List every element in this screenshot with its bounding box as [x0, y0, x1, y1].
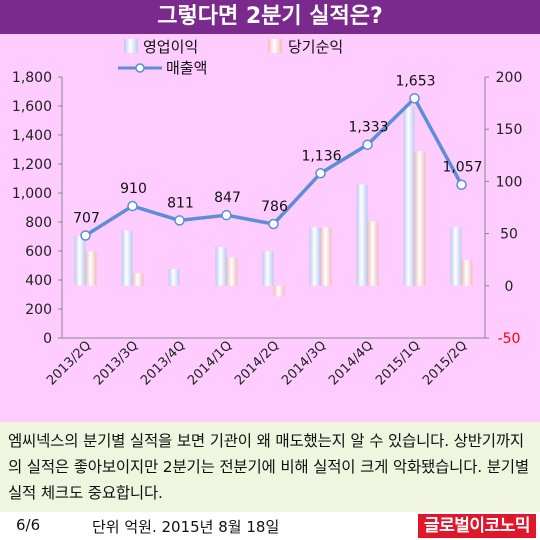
legend-swatch-operating-profit	[124, 39, 138, 53]
x-tick-label: 2015/2Q	[420, 338, 470, 388]
x-tick-label: 2014/3Q	[279, 338, 329, 388]
right-tick-label: 100	[496, 174, 523, 190]
bar-operating-profit	[168, 269, 180, 286]
sales-point	[268, 218, 279, 230]
unit-and-date: 단위 억원. 2015년 8월 18일	[92, 518, 280, 536]
right-tick-label: 200	[496, 70, 523, 86]
sales-data-label: 1,333	[348, 120, 388, 136]
bar-operating-profit	[403, 107, 415, 286]
sales-data-label: 1,057	[442, 160, 482, 176]
brand-logo: 글로벌이코노믹	[418, 514, 536, 538]
left-tick-label: 1,600	[12, 99, 52, 115]
left-tick-label: 400	[25, 273, 52, 289]
right-tick-label: 150	[496, 122, 523, 138]
combo-chart: 0 200 400 600 800 1,000 1,200 1,400 1,600 1,800 -5…	[12, 38, 523, 388]
left-tick-label: 1,000	[12, 186, 52, 202]
sales-point	[409, 93, 420, 104]
left-tick-label: 600	[25, 244, 52, 260]
x-tick-label: 2014/1Q	[185, 338, 235, 388]
bar-operating-profit	[262, 251, 274, 286]
page-title: 그렇다면 2분기 실적은?	[0, 0, 540, 34]
bar-operating-profit	[215, 247, 227, 286]
bar-net-income	[461, 259, 473, 286]
sales-point	[456, 179, 467, 190]
x-tick-label: 2013/4Q	[138, 338, 188, 388]
sales-data-label: 707	[73, 210, 100, 226]
sales-data-label: 811	[167, 195, 194, 211]
sales-point	[80, 230, 91, 241]
footer: 6/6 단위 억원. 2015년 8월 18일 글로벌이코노믹	[0, 512, 540, 540]
left-tick-label: 1,200	[12, 157, 52, 173]
bar-operating-profit	[121, 230, 133, 286]
x-tick-label: 2013/3Q	[91, 338, 141, 388]
bar-operating-profit	[450, 227, 462, 286]
left-tick-label: 1,800	[12, 70, 52, 86]
bar-net-income	[320, 227, 332, 286]
right-tick-label: 0	[505, 279, 514, 295]
sales-point	[127, 200, 138, 212]
bar-net-income	[273, 285, 285, 297]
x-tick-label: 2014/4Q	[326, 338, 376, 388]
sales-data-label: 1,653	[395, 73, 435, 89]
legend-label-sales: 매출액	[166, 59, 207, 77]
bar-net-income	[414, 151, 426, 286]
x-tick-label: 2014/2Q	[232, 338, 282, 388]
left-tick-label: 1,400	[12, 128, 52, 144]
bar-operating-profit	[74, 235, 86, 286]
bar-operating-profit	[356, 184, 368, 286]
bar-net-income	[367, 221, 379, 286]
right-tick-label: 50	[500, 227, 518, 243]
caption-text: 엠씨넥스의 분기별 실적을 보면 기관이 왜 매도했는지 알 수 있습니다. 상…	[0, 422, 540, 512]
legend-swatch-net-income	[268, 39, 282, 53]
sales-point	[221, 209, 232, 221]
left-tick-label: 800	[25, 215, 52, 231]
right-tick-label: -50	[498, 331, 521, 347]
legend-label-operating-profit: 영업이익	[143, 38, 198, 56]
bar-net-income	[132, 273, 144, 286]
sales-data-label: 1,136	[301, 148, 341, 164]
sales-data-label: 847	[214, 190, 241, 206]
sales-data-label: 786	[261, 199, 288, 215]
legend-marker-sales	[135, 63, 145, 73]
left-tick-label: 200	[25, 302, 52, 318]
bar-net-income	[226, 257, 238, 286]
left-tick-label: 0	[43, 331, 52, 347]
chart-area: 0 200 400 600 800 1,000 1,200 1,400 1,600 1,800 -5…	[0, 34, 540, 422]
bar-operating-profit	[309, 227, 321, 286]
sales-point	[315, 168, 326, 179]
page-number: 6/6	[16, 516, 41, 534]
sales-point	[362, 139, 373, 150]
sales-data-label: 910	[120, 181, 147, 197]
sales-point	[174, 215, 185, 226]
legend-label-net-income: 당기순익	[288, 38, 343, 56]
x-tick-label: 2015/1Q	[373, 338, 423, 388]
bar-net-income	[85, 251, 97, 286]
